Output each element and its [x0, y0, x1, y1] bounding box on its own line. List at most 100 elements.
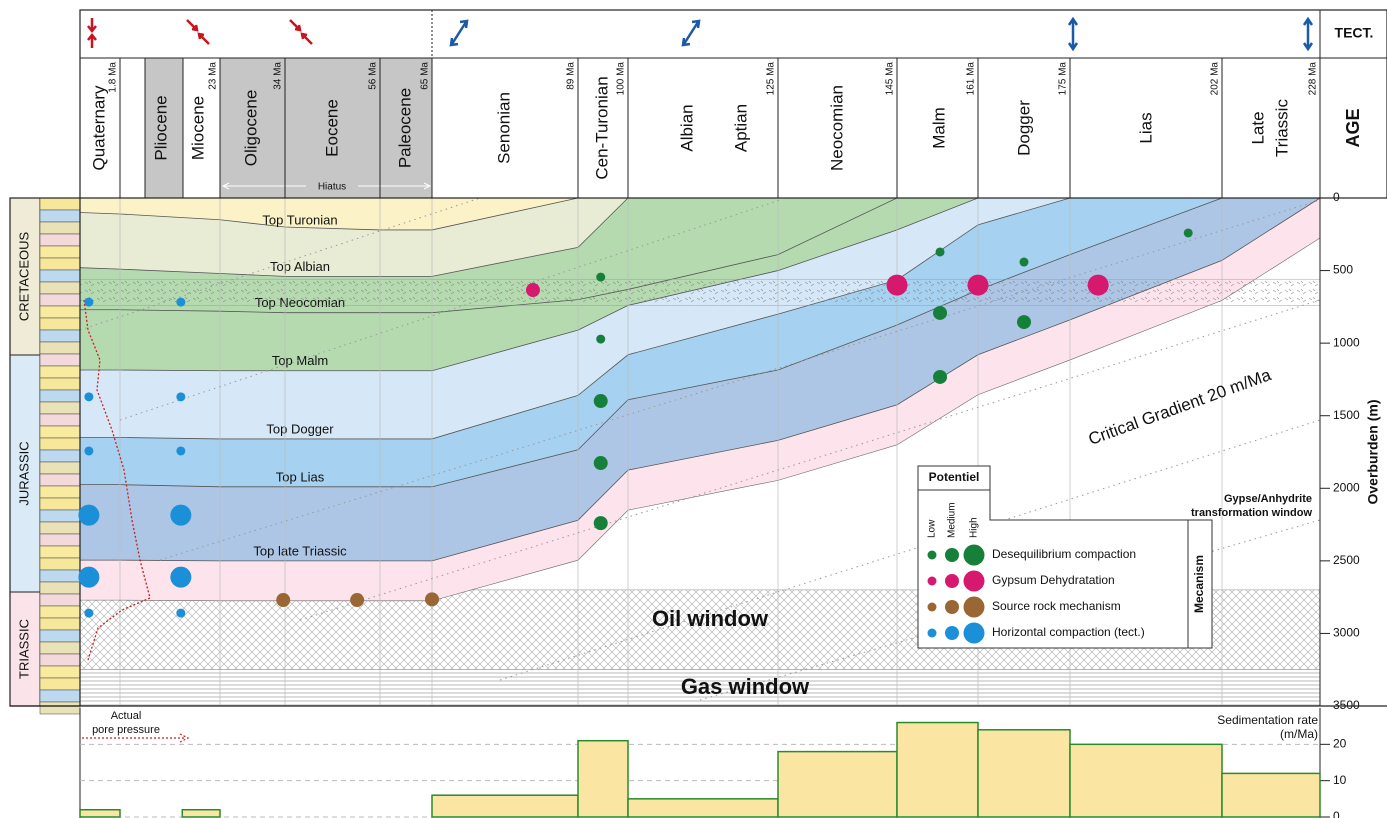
age-label: AGE: [1343, 108, 1363, 147]
overpressure-point: [933, 369, 948, 384]
age-tick-label: 1.8 Ma: [108, 62, 119, 93]
chart-layers: Quaternary Pliocene Miocene Oligocene Eocene…: [9, 58, 1321, 715]
lithology-bed: [39, 581, 81, 595]
sed-tick-label: 10: [1333, 773, 1347, 787]
lithology-bed: [39, 257, 81, 271]
overpressure-point: [525, 283, 540, 298]
lithology-bed: [39, 329, 81, 343]
age-tick-label: 23 Ma: [208, 62, 219, 90]
lithology-bed: [39, 497, 81, 511]
header-frame: [79, 9, 1387, 199]
lithology-bed: [39, 521, 81, 535]
lithology-bed: [39, 545, 81, 559]
sed-bar: [79, 808, 121, 818]
sed-bar: [777, 750, 898, 818]
overpressure-point: [593, 394, 608, 409]
age-tick-label: 100 Ma: [616, 62, 627, 96]
overpressure-point: [350, 593, 365, 608]
horizon-label: Top Malm: [272, 353, 328, 368]
lithology-bed: [39, 677, 81, 691]
lithology-bed: [39, 197, 81, 211]
overpressure-point: [593, 456, 608, 471]
lithology-bed: [39, 665, 81, 679]
period-label: Eocene: [322, 99, 341, 157]
horizon-line: [80, 197, 1071, 440]
legend-box: [917, 465, 1213, 649]
gradient-lines: [79, 197, 1321, 701]
legend-symbol: [945, 600, 959, 614]
lithology-bed: [39, 437, 81, 451]
lithology-bed: [39, 389, 81, 403]
legend-symbol: [963, 570, 985, 592]
y-tick-label: 2000: [1333, 480, 1360, 494]
overpressure-point: [176, 446, 186, 456]
age-tick-label: 56 Ma: [368, 62, 379, 90]
overpressure-point: [84, 297, 94, 307]
lithology-bed: [39, 293, 81, 307]
y-tick-label: 0: [1333, 190, 1340, 204]
tectonic-arrows: [87, 16, 1314, 52]
legend-symbol: [927, 576, 937, 586]
lithology-bed: [39, 449, 81, 463]
y-tick-label: 1500: [1333, 408, 1360, 422]
period-label: Paleocene: [395, 88, 414, 168]
age-tick-label: 161 Ma: [966, 62, 977, 96]
system-label: JURASSIC: [16, 441, 31, 505]
period-label: Late: [1248, 111, 1267, 144]
sed-bar: [627, 798, 779, 818]
legend-symbol: [945, 548, 959, 562]
period-label: Malm: [929, 107, 948, 149]
horizon-label: Top Albian: [270, 259, 330, 274]
legend-symbol: [927, 550, 937, 560]
lithology-bed: [39, 317, 81, 331]
tect-label: TECT.: [1335, 25, 1374, 41]
lithology-bed: [39, 305, 81, 319]
lithology-bed: [39, 485, 81, 499]
lithology-bed: [39, 689, 81, 703]
period-label: Aptian: [731, 104, 750, 152]
system-label: TRIASSIC: [16, 619, 31, 679]
horizon-label: Top Turonian: [262, 212, 337, 227]
lithology-bed: [39, 641, 81, 655]
lithology-bed: [39, 377, 81, 391]
lithology-bed: [39, 617, 81, 631]
age-tick-label: 65 Ma: [420, 62, 431, 90]
y-tick-label: 1000: [1333, 335, 1360, 349]
lithology-bed: [39, 401, 81, 415]
overpressure-point: [1183, 228, 1193, 238]
zone-label: Gypse/Anhydrite: [1224, 493, 1312, 505]
lithology-bed: [39, 341, 81, 355]
sed-bar: [431, 794, 579, 818]
lithology-bed: [39, 533, 81, 547]
y-tick-label: 500: [1333, 263, 1353, 277]
lithology-bed: [39, 557, 81, 571]
period-label: Quaternary: [89, 85, 108, 171]
age-tick-label: 125 Ma: [766, 62, 777, 96]
overpressure-point: [1019, 257, 1029, 267]
period-label: Senonian: [494, 92, 513, 164]
lithology-bed: [39, 605, 81, 619]
sed-bar: [181, 808, 221, 818]
period-label: Miocene: [188, 96, 207, 160]
sed-title: (m/Ma): [1280, 727, 1318, 741]
legend-symbol: [945, 626, 959, 640]
sed-tick-label: 0: [1333, 809, 1340, 818]
zone-label: Gas window: [681, 674, 810, 699]
lithology-bed: [39, 245, 81, 259]
hiatus-label: Hiatus: [318, 182, 346, 193]
horizon-area: [80, 198, 578, 230]
sed-bar: [1069, 743, 1223, 818]
lithology-bed: [39, 653, 81, 667]
period-label: Triassic: [1272, 99, 1291, 157]
legend-label: Horizontal compaction (tect.): [992, 625, 1145, 639]
lithology-bed: [39, 269, 81, 283]
sed-title: Sedimentation rate: [1217, 713, 1318, 727]
age-tick-label: 89 Ma: [566, 62, 577, 90]
overpressure-point: [84, 392, 94, 402]
legend-symbol: [963, 622, 985, 644]
overpressure-point: [935, 247, 945, 257]
lithology-bed: [39, 209, 81, 223]
legend-symbol: [963, 544, 985, 566]
age-tick-label: 145 Ma: [885, 62, 896, 96]
sed-bar: [896, 721, 979, 818]
